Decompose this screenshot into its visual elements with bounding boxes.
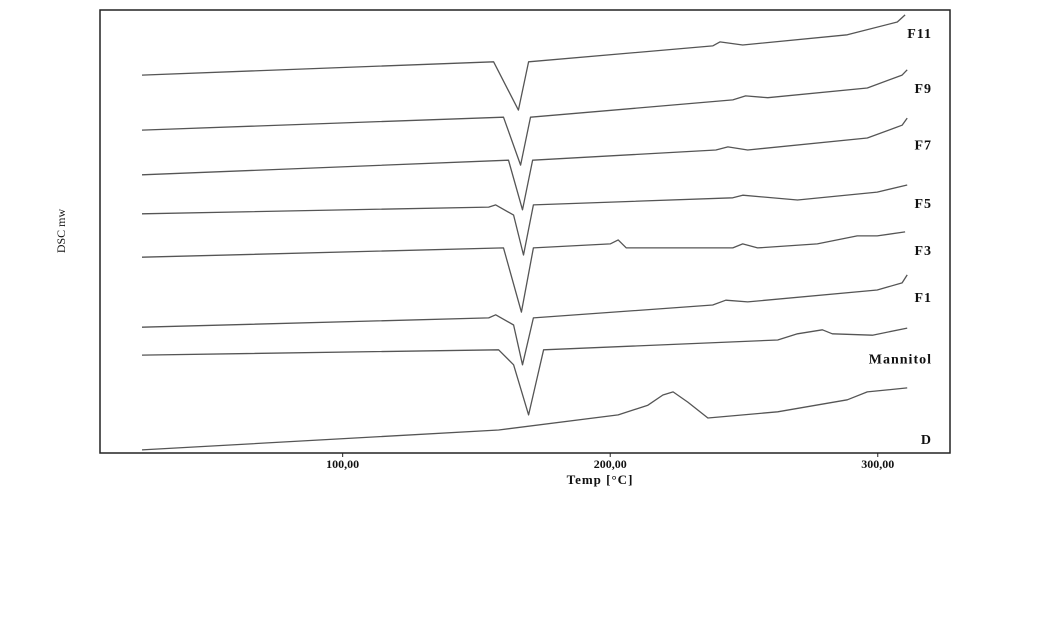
y-axis-title: DSC mw [54,208,68,253]
series-label: F1 [914,291,932,306]
series-label: D [921,433,932,448]
x-tick-label: 300,00 [861,457,894,471]
dsc-curve [141,231,906,313]
x-axis-title: Temp [°C] [567,472,634,487]
dsc-curve [141,14,906,111]
series-label: F11 [907,27,932,42]
series-label: Mannitol [869,352,932,367]
dsc-curve [141,117,908,211]
dsc-curve [141,387,908,451]
dsc-curve [141,274,908,366]
series-label: F9 [914,82,932,97]
dsc-curve [141,184,908,256]
dsc-curve [141,327,908,416]
x-tick-label: 100,00 [326,457,359,471]
dsc-curve [141,69,908,166]
series-label: F5 [914,197,932,212]
series-label: F7 [914,138,932,153]
plot-frame [99,9,951,454]
series-label: F3 [914,244,932,259]
x-tick-label: 200,00 [594,457,627,471]
